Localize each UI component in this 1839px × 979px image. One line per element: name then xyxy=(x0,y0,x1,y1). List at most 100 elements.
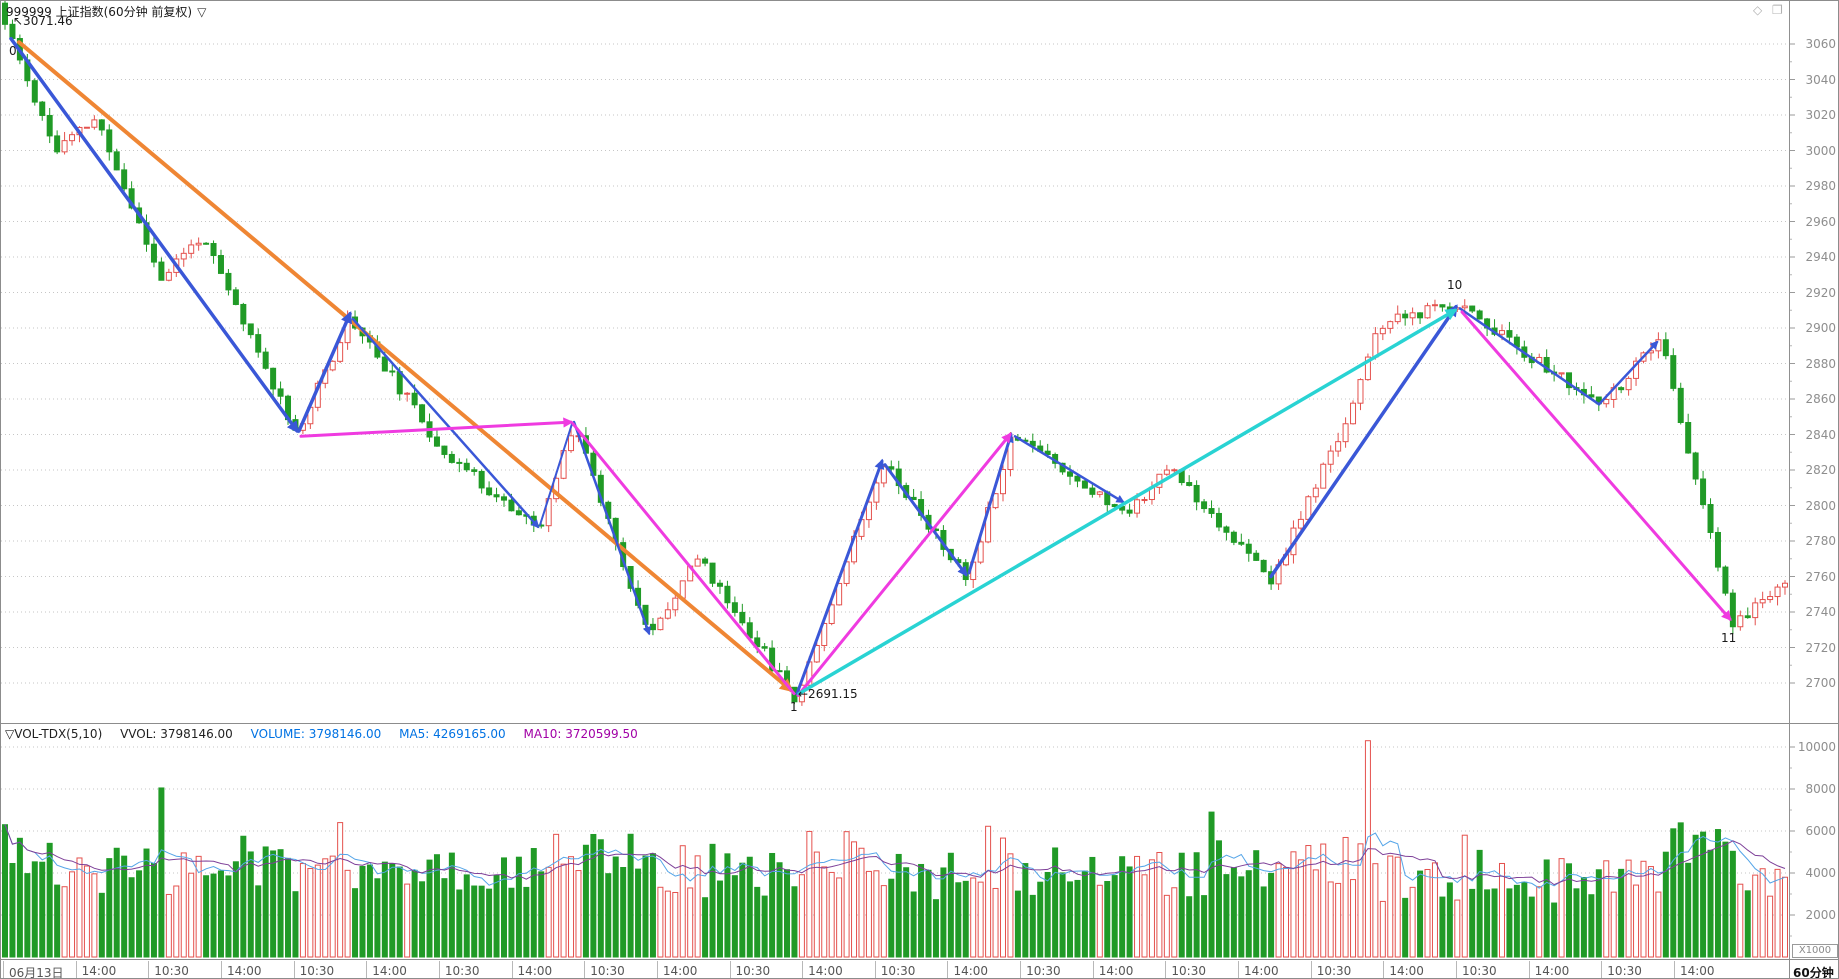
time-axis-tick xyxy=(1092,961,1094,978)
trend-blue-11[interactable] xyxy=(1458,307,1601,406)
volume-ma5-line xyxy=(4,824,1786,889)
time-tick-label: 10:30 xyxy=(1607,964,1642,978)
price-tick-label: 3060 xyxy=(1805,37,1836,51)
time-tick-label: 14:00 xyxy=(517,964,553,978)
pivot-label-11: 11 xyxy=(1721,631,1737,645)
volume-value: VOLUME: 3798146.00 xyxy=(250,727,382,741)
trend-blue-2[interactable] xyxy=(297,311,352,433)
price-tick-label: 2780 xyxy=(1805,534,1836,548)
price-tick-label: 2860 xyxy=(1805,392,1836,406)
time-tick-label: 14:00 xyxy=(1534,964,1570,978)
diamond-icon[interactable]: ◇ xyxy=(1753,3,1763,17)
time-axis-tick xyxy=(1165,961,1167,978)
title-dropdown-icon[interactable]: ▽ xyxy=(197,5,207,19)
pivot-label-10: 10 xyxy=(1447,278,1463,292)
trend-magenta-3[interactable] xyxy=(796,432,1012,697)
time-tick-label: 14:00 xyxy=(808,964,843,978)
time-tick-label: 10:30 xyxy=(1316,964,1352,978)
trend-blue-9[interactable] xyxy=(1013,435,1125,504)
time-tick-label: 14:00 xyxy=(1098,964,1134,978)
copy-windows-icon[interactable]: ❐ xyxy=(1772,3,1783,17)
axis-divider xyxy=(1789,960,1790,978)
time-tick-label: 06月13日 xyxy=(9,966,64,979)
trend-magenta-2[interactable] xyxy=(571,422,796,696)
time-tick-label: 10:30 xyxy=(299,964,335,978)
trend-blue-5[interactable] xyxy=(572,420,651,636)
time-tick-label: 10:30 xyxy=(1462,964,1497,978)
time-axis-bar: 60分钟 06月13日 14:00 10:30 14:00 10:30 14:00 10:3… xyxy=(1,959,1838,979)
volume-tick-label: 2000 xyxy=(1805,908,1836,922)
time-tick-label: 10:30 xyxy=(1026,964,1061,978)
price-tick-label: 2940 xyxy=(1805,250,1836,264)
time-axis-tick xyxy=(511,961,513,978)
trend-blue-3[interactable] xyxy=(351,317,540,529)
price-tick-label: 2720 xyxy=(1805,640,1836,655)
title-bar: 999999 上证指数(60分钟 前复权) ▽ xyxy=(6,3,206,20)
time-axis-tick xyxy=(947,961,949,978)
price-tick-label: 2820 xyxy=(1805,463,1836,477)
price-tick-label: 2800 xyxy=(1805,498,1836,513)
trend-blue-6[interactable] xyxy=(795,458,885,696)
vvol-value: VVOL: 3798146.00 xyxy=(120,727,233,741)
time-axis-tick xyxy=(366,961,368,978)
volume-tick-label: 6000 xyxy=(1805,824,1836,838)
time-tick-label: 14:00 xyxy=(226,964,262,978)
time-axis-tick xyxy=(1528,961,1530,978)
price-tick-label: 2920 xyxy=(1805,285,1836,300)
trend-blue-12[interactable] xyxy=(1597,340,1659,406)
time-axis-tick xyxy=(1456,961,1457,978)
time-tick-label: 14:00 xyxy=(1679,964,1715,978)
price-tick-label: 3020 xyxy=(1805,108,1836,122)
price-tick-label: 3000 xyxy=(1805,143,1836,158)
time-axis-tick xyxy=(220,961,222,978)
low-price-label: ←2691.15 xyxy=(798,687,858,701)
high-price-label: ↖3071.46 xyxy=(13,14,73,28)
trend-blue-1[interactable] xyxy=(9,36,299,434)
time-tick-label: 14:00 xyxy=(953,964,989,978)
trend-blue-4[interactable] xyxy=(539,422,573,526)
ma5-value: MA5: 4269165.00 xyxy=(399,727,506,741)
trend-blue-7[interactable] xyxy=(883,463,968,577)
price-tick-label: 2760 xyxy=(1805,569,1836,584)
price-tick-label: 3040 xyxy=(1805,72,1836,87)
time-axis-tick xyxy=(75,961,77,978)
trend-magenta-4[interactable] xyxy=(1460,310,1732,622)
time-tick-label: 10:30 xyxy=(880,964,916,978)
time-tick-label: 10:30 xyxy=(444,964,480,978)
price-tick-label: 2700 xyxy=(1805,676,1836,690)
time-tick-label: 10:30 xyxy=(590,964,625,978)
trend-blue-8[interactable] xyxy=(967,432,1014,575)
volume-indicator-header: ▽VOL-TDX(5,10) VVOL: 3798146.00 VOLUME: … xyxy=(5,727,652,745)
time-tick-label: 14:00 xyxy=(662,964,698,978)
price-tick-label: 2900 xyxy=(1805,321,1836,335)
price-tick-label: 2880 xyxy=(1805,356,1836,371)
pivot-label-0: 0 xyxy=(9,44,17,58)
volume-tick-label: 10000 xyxy=(1797,740,1836,754)
time-tick-label: 14:00 xyxy=(81,964,117,978)
volume-tick-label: 4000 xyxy=(1805,866,1836,880)
time-axis-tick xyxy=(1020,961,1022,978)
trend-magenta-1[interactable] xyxy=(299,417,574,438)
time-axis-tick xyxy=(1310,961,1312,978)
trend-blue-10[interactable] xyxy=(1269,304,1458,579)
price-tick-label: 2740 xyxy=(1805,605,1836,619)
time-axis-tick xyxy=(148,961,150,978)
volume-bars xyxy=(2,740,1789,958)
volume-tick-label: 8000 xyxy=(1805,782,1836,796)
pivot-label-1: 1 xyxy=(790,700,798,714)
indicator-name[interactable]: ▽VOL-TDX(5,10) xyxy=(5,727,103,741)
candlesticks xyxy=(2,1,1789,706)
time-axis-tick xyxy=(1673,961,1675,978)
ma10-value: MA10: 3720599.50 xyxy=(523,727,638,741)
time-axis-tick xyxy=(3,961,4,978)
price-tick-label: 2980 xyxy=(1805,179,1836,193)
time-tick-label: 14:00 xyxy=(372,964,407,978)
trend-orange-0-to-1[interactable] xyxy=(17,40,794,693)
instrument-title: 999999 上证指数(60分钟 前复权) xyxy=(6,5,193,19)
period-label[interactable]: 60分钟 xyxy=(1793,966,1834,979)
trend-cyan-1-to-10[interactable] xyxy=(797,308,1458,696)
time-axis-tick xyxy=(1601,961,1603,978)
volume-ma10-line xyxy=(4,824,1786,886)
